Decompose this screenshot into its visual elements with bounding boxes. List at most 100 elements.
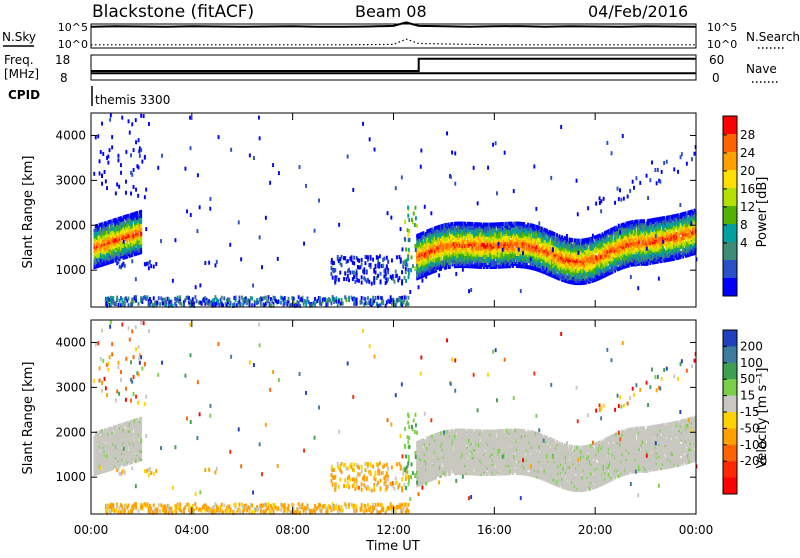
freq-left-tick-bottom: 8	[60, 71, 68, 85]
noise-right-tick-top: 10^5	[707, 21, 737, 34]
freq-left-label-2: [MHz]	[4, 67, 39, 81]
noise-left-label: N.Sky	[2, 30, 36, 44]
echo-cell	[101, 174, 103, 178]
echo-cell	[135, 140, 137, 144]
echo-cell	[579, 239, 581, 243]
echo-cell	[128, 297, 130, 301]
echo-cell	[130, 153, 132, 157]
echo-cell	[143, 114, 145, 118]
echo-cell	[691, 157, 693, 161]
echo-cell	[659, 180, 661, 184]
echo-cell	[694, 152, 696, 156]
noise-series	[91, 22, 696, 44]
echo-cell	[643, 219, 645, 223]
echo-cell	[100, 150, 102, 154]
echo-cell	[104, 170, 106, 174]
echo-cell	[140, 214, 142, 218]
echo-cell	[99, 172, 101, 176]
echo-cell	[109, 148, 111, 152]
echo-cell	[571, 238, 573, 242]
echo-cell	[614, 201, 616, 205]
echo-cell	[129, 131, 131, 135]
freq-right-tick-bottom: 0	[712, 71, 720, 85]
echo-cell	[128, 119, 130, 123]
echo-cell	[107, 161, 109, 165]
echo-cell	[619, 188, 621, 192]
echo-cell	[627, 195, 629, 199]
echo-cell	[141, 160, 143, 164]
echo-cell	[639, 181, 641, 185]
echo-cell	[101, 122, 103, 126]
echo-cell	[618, 197, 620, 201]
echo-cell	[111, 145, 113, 149]
freq-right-label: Nave	[746, 62, 777, 76]
echo-cell	[673, 167, 675, 171]
echo-cell	[139, 154, 141, 158]
echo-cell	[133, 148, 135, 152]
echo-cell	[136, 211, 138, 215]
freq-left-label-1: Freq.	[4, 53, 34, 67]
echo-cell	[145, 188, 147, 192]
echo-cell	[654, 168, 656, 172]
echo-cell	[107, 155, 109, 159]
echo-cell	[102, 152, 104, 156]
echo-cell	[140, 224, 142, 228]
echo-cell	[121, 116, 123, 120]
echo-cell	[118, 158, 120, 162]
echo-cell	[633, 186, 635, 190]
noise-left-tick-top: 10^5	[58, 21, 88, 34]
echo-cell	[620, 198, 622, 202]
noise-right-tick-bottom: 10^0	[707, 38, 737, 51]
echo-cell	[144, 155, 146, 159]
echo-cell	[115, 191, 117, 195]
echo-cell	[677, 170, 679, 174]
echo-cell	[656, 181, 658, 185]
cpid-label: CPID	[8, 88, 40, 102]
echo-cell	[124, 301, 126, 305]
echo-cell	[623, 197, 625, 201]
station-title: Blackstone (fitACF)	[92, 2, 254, 22]
echo-cell	[595, 202, 597, 206]
echo-cell	[657, 168, 659, 172]
echo-cell	[101, 182, 103, 186]
echo-cell	[140, 228, 142, 232]
echo-cell	[554, 232, 556, 236]
echo-cell	[106, 186, 108, 190]
echo-cell	[138, 138, 140, 142]
echo-cell	[131, 122, 133, 126]
echo-cell	[135, 295, 137, 299]
echo-cell	[116, 298, 118, 302]
echo-cell	[138, 302, 140, 306]
echo-cell	[110, 113, 112, 117]
noise-line-0	[91, 22, 696, 26]
noise-line-1	[91, 39, 696, 45]
frequency-series	[91, 59, 696, 74]
echo-cell	[105, 179, 107, 183]
freq-line-1	[91, 59, 696, 71]
echo-cell	[120, 163, 122, 167]
echo-cell	[140, 248, 142, 252]
echo-cell	[629, 189, 631, 193]
echo-cell	[686, 162, 688, 166]
echo-cell	[681, 152, 683, 156]
echo-cell	[130, 192, 132, 196]
cpid-program: themis 3300	[95, 93, 170, 107]
echo-cell	[133, 168, 135, 172]
freq-left-tick-top: 18	[55, 53, 70, 67]
echo-cell	[663, 161, 665, 165]
echo-cell	[666, 160, 668, 164]
echo-cell	[140, 114, 142, 118]
echo-cell	[125, 191, 127, 195]
power-heatmap	[93, 113, 697, 308]
echo-cell	[632, 180, 634, 184]
echo-cell	[649, 178, 651, 182]
beam-title: Beam 08	[355, 2, 427, 21]
echo-cell	[97, 134, 99, 138]
echo-cell	[95, 135, 97, 139]
echo-cell	[118, 303, 120, 307]
echo-cell	[116, 183, 118, 187]
echo-cell	[140, 148, 142, 152]
echo-cell	[502, 222, 504, 226]
freq-right-tick-top: 60	[709, 53, 724, 67]
